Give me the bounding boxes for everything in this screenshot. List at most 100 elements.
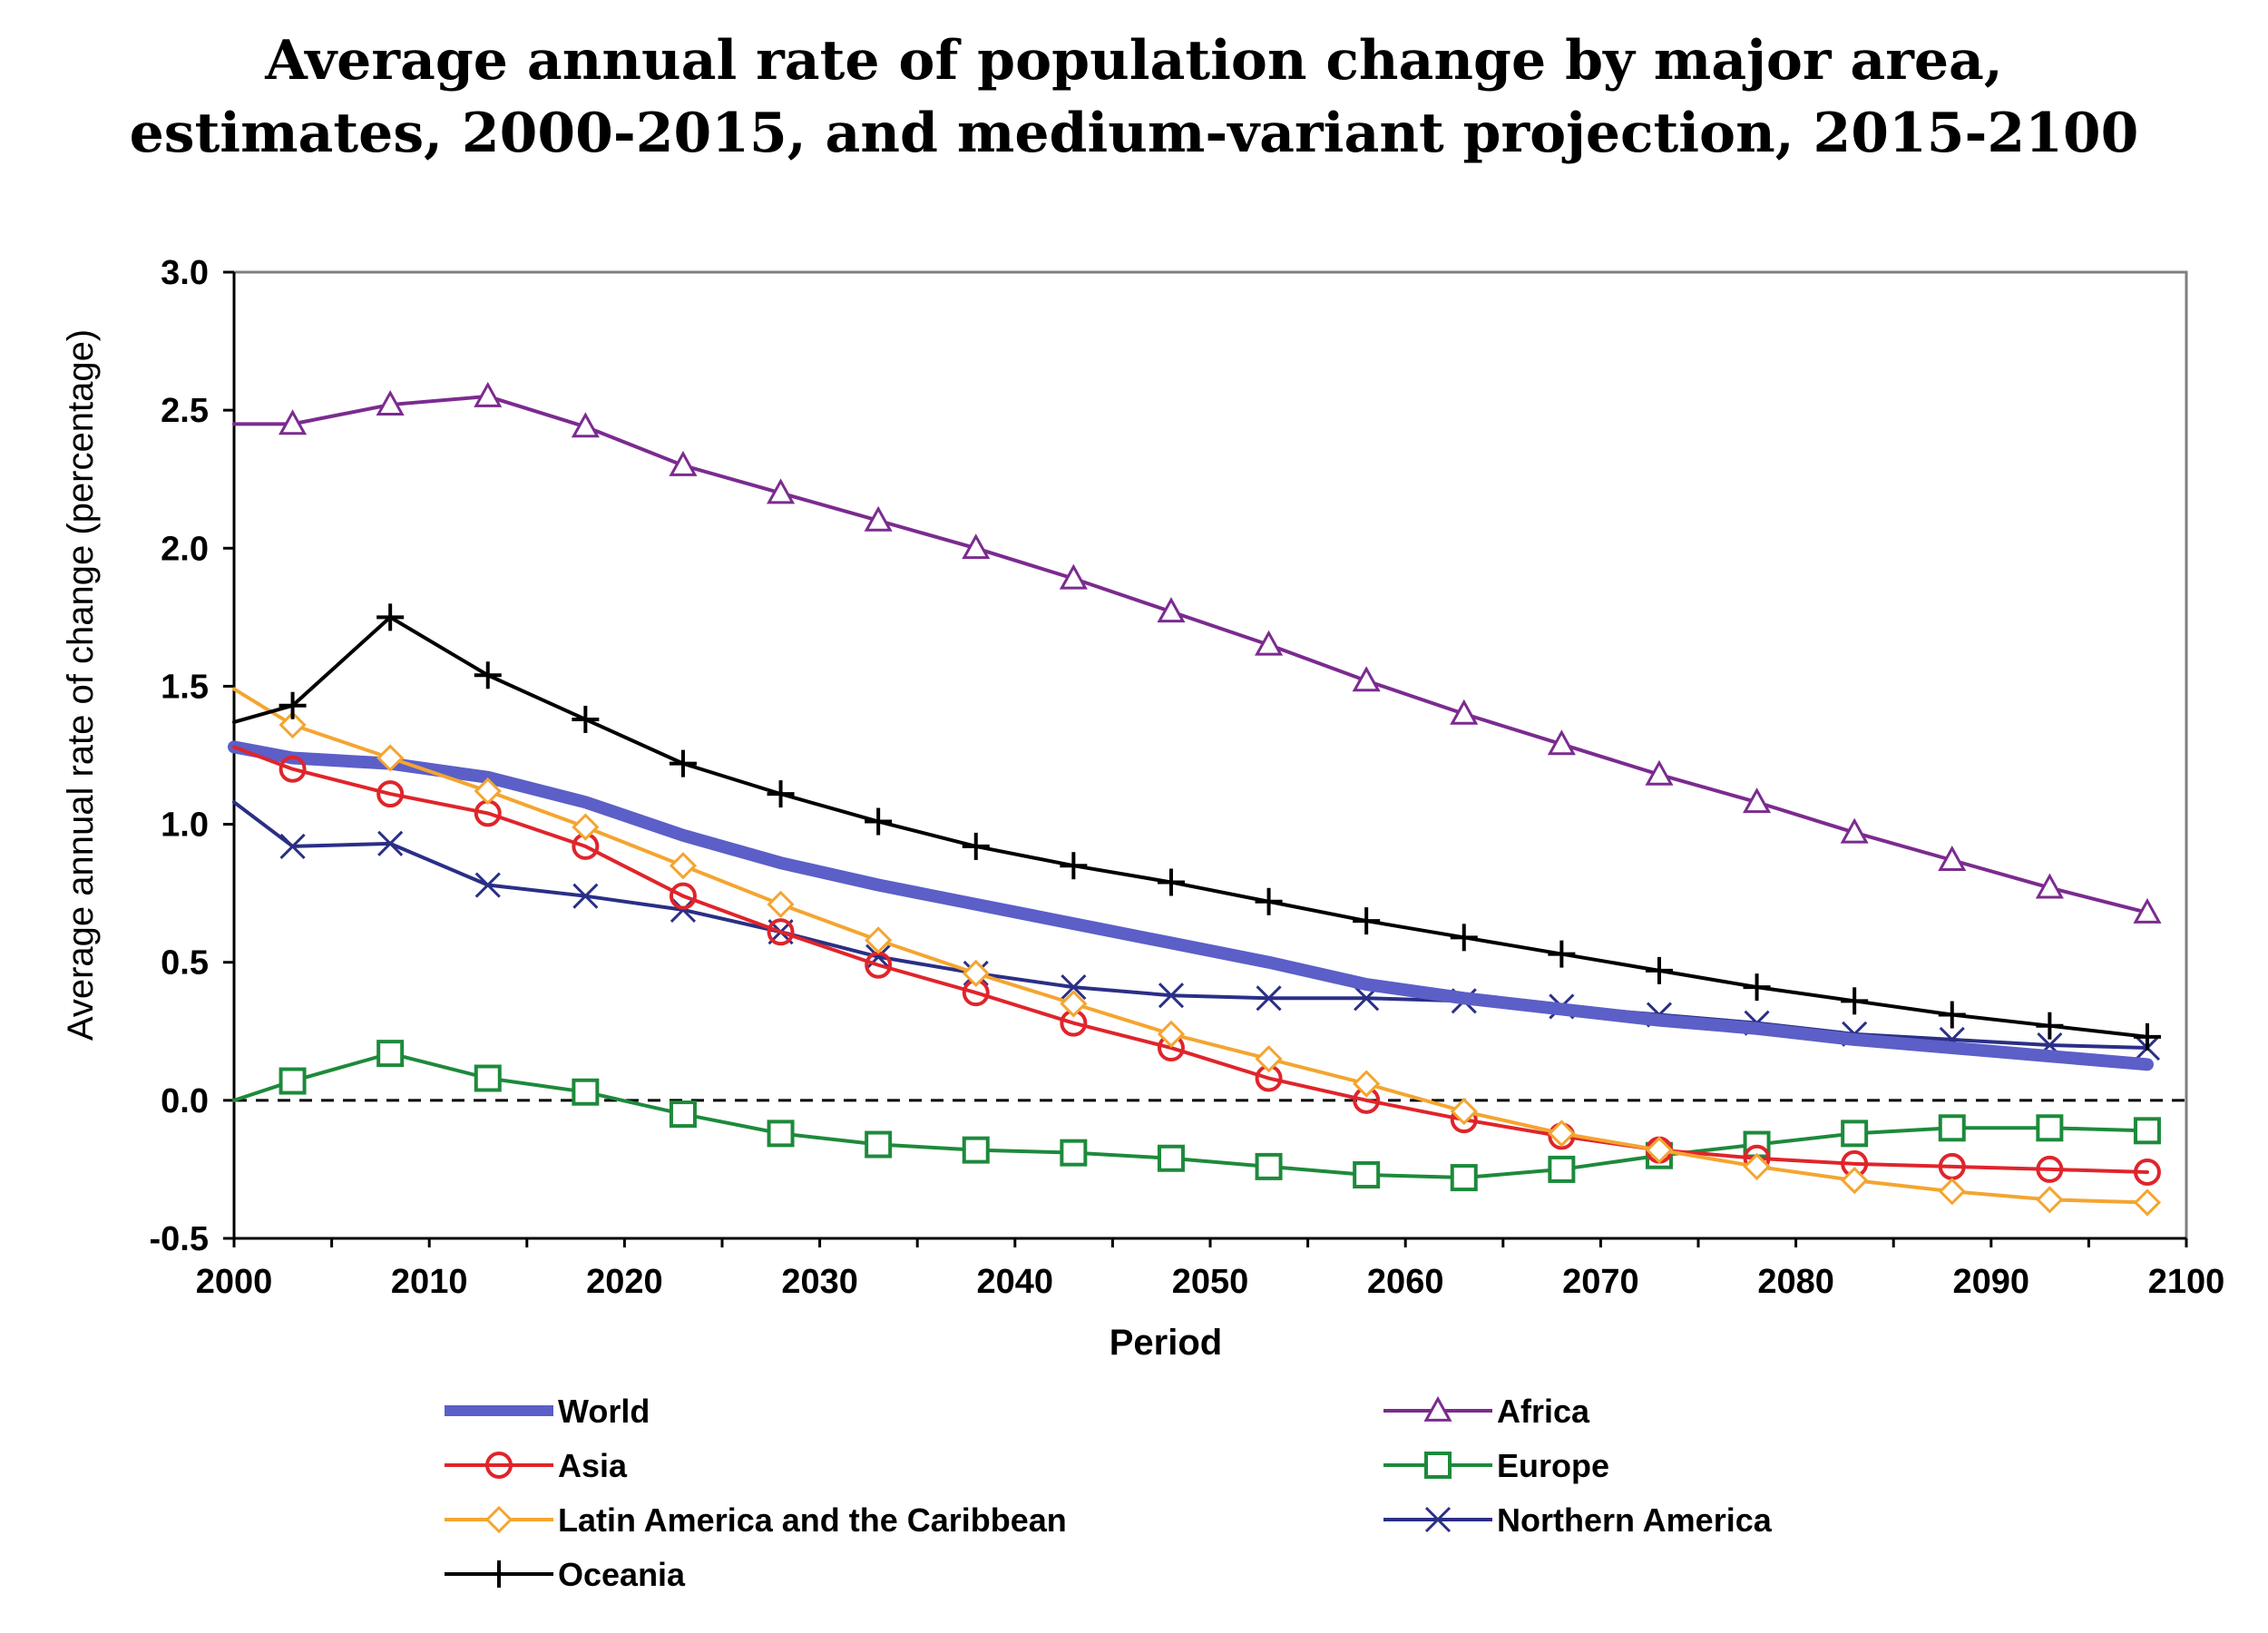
- data-point-oceania: [474, 661, 502, 689]
- axes: Period Average annual rate of change (pe…: [61, 254, 2224, 1363]
- data-point-africa: [474, 381, 503, 407]
- chart-title: Average annual rate of population change…: [265, 29, 2003, 93]
- data-point-latin-america-and-the-caribbean: [2133, 1188, 2162, 1217]
- data-point-africa: [1645, 759, 1674, 786]
- data-point-europe: [865, 1130, 893, 1159]
- plot-area: [232, 270, 2188, 1240]
- data-point-oceania: [1743, 973, 1771, 1002]
- legend-marker: [1424, 1452, 1452, 1479]
- legend-marker: [1424, 1506, 1452, 1533]
- data-point-latin-america-and-the-caribbean: [1157, 1020, 1186, 1048]
- data-point-oceania: [1548, 940, 1576, 968]
- data-point-oceania: [767, 780, 795, 808]
- data-point-northern-america: [1061, 974, 1087, 1001]
- data-point-africa: [376, 389, 405, 416]
- data-point-northern-america: [1256, 985, 1282, 1012]
- data-point-latin-america-and-the-caribbean: [962, 959, 990, 988]
- data-point-asia: [279, 755, 307, 783]
- y-tick-label: 2.5: [161, 392, 209, 430]
- legend-item-oceania: Oceania: [445, 1556, 686, 1593]
- data-point-northern-america: [1158, 983, 1185, 1009]
- y-tick-label: 1.0: [161, 807, 209, 845]
- x-tick-label: 2000: [196, 1263, 273, 1301]
- data-point-africa: [571, 412, 600, 438]
- data-point-northern-america: [572, 883, 599, 909]
- x-tick-label: 2080: [1757, 1263, 1834, 1301]
- data-point-latin-america-and-the-caribbean: [1645, 1136, 1674, 1164]
- data-point-latin-america-and-the-caribbean: [1255, 1045, 1283, 1073]
- data-point-asia: [669, 882, 697, 910]
- data-point-oceania: [1353, 907, 1381, 935]
- data-point-asia: [767, 918, 795, 946]
- data-point-africa: [1157, 597, 1186, 623]
- data-point-latin-america-and-the-caribbean: [1743, 1152, 1771, 1181]
- data-point-europe: [1450, 1164, 1478, 1192]
- data-point-latin-america-and-the-caribbean: [669, 852, 698, 880]
- data-point-europe: [474, 1064, 502, 1092]
- data-point-europe: [2036, 1114, 2064, 1142]
- x-tick-label: 2020: [586, 1263, 663, 1301]
- data-point-africa: [1840, 817, 1869, 844]
- data-point-oceania: [2133, 1022, 2161, 1051]
- data-point-africa: [669, 450, 698, 476]
- legend-item-asia: Asia: [445, 1447, 628, 1484]
- data-point-europe: [1841, 1120, 1869, 1148]
- data-point-asia: [2036, 1155, 2064, 1183]
- x-axis-label: Period: [1110, 1323, 1222, 1363]
- legend-marker: [485, 1560, 513, 1588]
- data-point-europe: [1938, 1114, 1966, 1142]
- data-point-europe: [1157, 1144, 1185, 1172]
- data-point-africa: [767, 478, 796, 504]
- data-point-europe: [2133, 1117, 2161, 1145]
- data-point-europe: [1743, 1130, 1771, 1159]
- data-point-oceania: [572, 705, 600, 733]
- legend-item-northern-america: Northern America: [1383, 1501, 1773, 1539]
- legend-marker: [484, 1505, 513, 1534]
- data-point-oceania: [1255, 887, 1283, 915]
- legend-label: Latin America and the Caribbean: [558, 1501, 1067, 1539]
- data-point-europe: [767, 1120, 795, 1148]
- data-point-latin-america-and-the-caribbean: [865, 926, 893, 954]
- legend-label: Northern America: [1497, 1501, 1773, 1539]
- legend-item-world: World: [445, 1393, 650, 1430]
- legend-label: Oceania: [558, 1556, 686, 1593]
- series-layer: [228, 381, 2162, 1217]
- data-point-northern-america: [279, 833, 306, 859]
- data-point-europe: [279, 1067, 307, 1095]
- data-point-africa: [1059, 563, 1088, 590]
- chart-subtitle: estimates, 2000-2015, and medium-variant…: [129, 102, 2139, 165]
- x-tick-label: 2100: [2148, 1263, 2225, 1301]
- data-point-africa: [2035, 873, 2064, 899]
- x-tick-label: 2030: [781, 1263, 858, 1301]
- data-point-oceania: [1060, 852, 1088, 880]
- x-tick-label: 2060: [1367, 1263, 1444, 1301]
- data-point-latin-america-and-the-caribbean: [279, 710, 307, 739]
- y-axis-label: Average annual rate of change (percentag…: [61, 329, 101, 1041]
- data-point-latin-america-and-the-caribbean: [376, 744, 405, 772]
- data-point-latin-america-and-the-caribbean: [1450, 1097, 1478, 1126]
- x-tick-label: 2090: [1953, 1263, 2030, 1301]
- series-line-oceania: [232, 615, 2149, 1039]
- data-point-africa: [1938, 846, 1967, 872]
- legend-marker: [485, 1452, 513, 1479]
- y-tick-label: 2.0: [161, 530, 209, 568]
- data-point-latin-america-and-the-caribbean: [474, 777, 502, 806]
- data-point-africa: [864, 505, 893, 532]
- data-point-africa: [1450, 699, 1479, 725]
- data-point-oceania: [279, 691, 307, 719]
- data-point-africa: [2133, 897, 2162, 924]
- data-point-northern-america: [865, 944, 892, 970]
- legend-item-africa: Africa: [1383, 1393, 1590, 1430]
- legend-item-europe: Europe: [1383, 1447, 1609, 1484]
- data-point-oceania: [1157, 868, 1185, 896]
- data-point-europe: [669, 1100, 697, 1129]
- data-point-northern-america: [670, 896, 697, 923]
- y-tick-label: 1.5: [161, 668, 209, 706]
- data-point-europe: [1060, 1139, 1088, 1167]
- legend-label: Europe: [1497, 1447, 1609, 1484]
- data-point-asia: [2133, 1158, 2161, 1186]
- data-point-europe: [572, 1078, 600, 1106]
- legend-label: World: [558, 1393, 650, 1430]
